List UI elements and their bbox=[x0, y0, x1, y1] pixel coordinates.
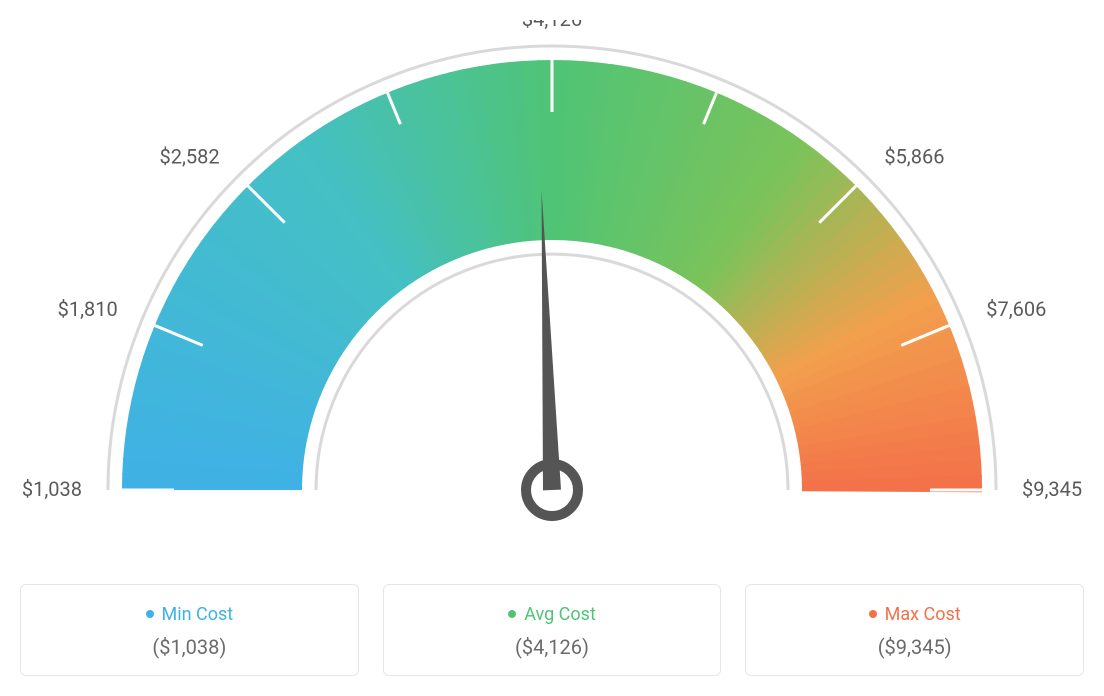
svg-text:$1,038: $1,038 bbox=[22, 477, 82, 501]
cost-gauge-container: $1,038 $1,810 $2,582 $4,126 $5,866 $7,606 $9,3… bbox=[20, 20, 1084, 676]
legend-label-max: Max Cost bbox=[869, 604, 961, 625]
legend-label-avg: Avg Cost bbox=[508, 604, 596, 625]
legend-card-max: Max Cost ($9,345) bbox=[745, 584, 1084, 676]
svg-text:$2,582: $2,582 bbox=[160, 145, 220, 169]
legend-label-min: Min Cost bbox=[146, 604, 234, 625]
legend-value-max: ($9,345) bbox=[766, 635, 1063, 659]
legend-card-min: Min Cost ($1,038) bbox=[20, 584, 359, 676]
legend-value-min: ($1,038) bbox=[41, 635, 338, 659]
legend-label-text: Max Cost bbox=[885, 604, 961, 625]
legend-label-text: Avg Cost bbox=[524, 604, 596, 625]
legend-row: Min Cost ($1,038) Avg Cost ($4,126) Max … bbox=[20, 584, 1084, 676]
legend-value-avg: ($4,126) bbox=[404, 635, 701, 659]
legend-card-avg: Avg Cost ($4,126) bbox=[383, 584, 722, 676]
legend-label-text: Min Cost bbox=[162, 604, 234, 625]
svg-text:$7,606: $7,606 bbox=[986, 297, 1046, 321]
dot-icon bbox=[869, 610, 877, 618]
dot-icon bbox=[508, 610, 516, 618]
dot-icon bbox=[146, 610, 154, 618]
svg-text:$1,810: $1,810 bbox=[58, 297, 118, 321]
svg-text:$4,126: $4,126 bbox=[522, 20, 582, 31]
svg-text:$9,345: $9,345 bbox=[1022, 477, 1082, 501]
svg-text:$5,866: $5,866 bbox=[884, 145, 944, 169]
gauge-chart: $1,038 $1,810 $2,582 $4,126 $5,866 $7,606 $9,3… bbox=[20, 20, 1084, 560]
